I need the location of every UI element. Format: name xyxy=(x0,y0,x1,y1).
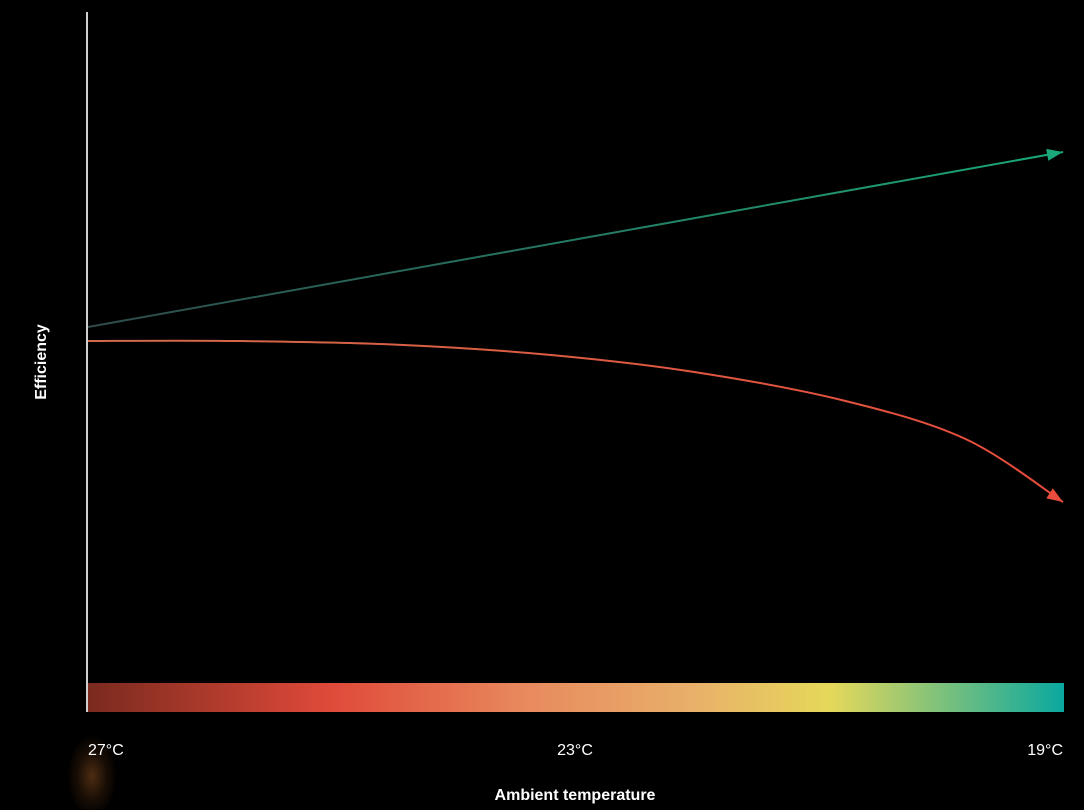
x-axis-title: Ambient temperature xyxy=(495,787,656,804)
series-line-1 xyxy=(87,339,1064,503)
x-tick-label-19: 19°C xyxy=(1027,742,1063,759)
x-tick-label-27: 27°C xyxy=(88,742,124,759)
series-line-0 xyxy=(87,151,1064,328)
y-axis-title: Efficiency xyxy=(33,324,50,400)
series-arrowhead-0 xyxy=(1046,148,1063,161)
x-tick-label-23: 23°C xyxy=(557,742,593,759)
series-layer xyxy=(87,148,1064,503)
series-arrowhead-1 xyxy=(1046,488,1063,502)
temperature-color-scale xyxy=(88,683,1064,712)
